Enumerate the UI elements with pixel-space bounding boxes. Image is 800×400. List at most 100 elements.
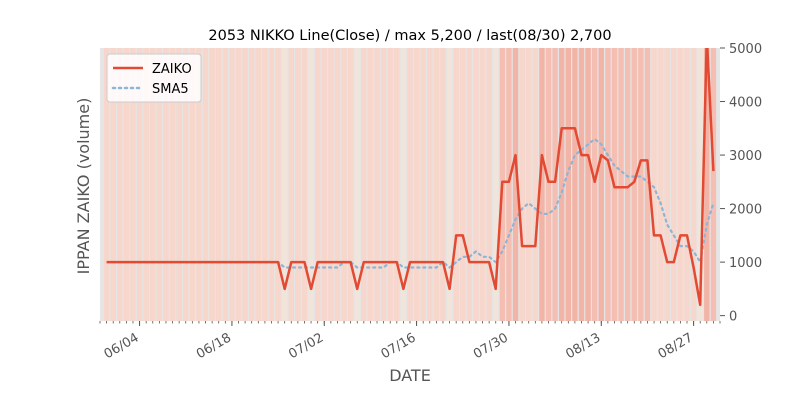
background-band: [407, 48, 413, 321]
y-tick-label: 5000: [729, 42, 762, 57]
background-band: [262, 48, 268, 321]
background-band: [506, 48, 512, 321]
background-band: [380, 48, 387, 321]
x-tick-label: 06/18: [194, 330, 234, 362]
background-band: [605, 48, 611, 321]
y-axis: 0 1000 2000 3000 4000 5000: [720, 42, 762, 325]
background-band: [163, 48, 169, 321]
background-band: [361, 48, 367, 321]
background-band: [440, 48, 446, 321]
x-axis: 06/04 06/18 07/02 07/16 07/30 08/13 08/27: [99, 321, 721, 362]
background-band: [598, 48, 604, 321]
background-band: [110, 48, 116, 321]
background-band: [539, 48, 545, 321]
background-band: [136, 48, 143, 321]
background-band: [216, 48, 222, 321]
background-band: [684, 48, 690, 321]
background-band: [367, 48, 374, 321]
background-band: [624, 48, 631, 321]
background-band: [710, 48, 717, 321]
y-tick-label: 4000: [729, 96, 762, 111]
background-band: [308, 48, 314, 321]
background-band: [578, 48, 585, 321]
background-band: [638, 48, 644, 321]
background-band: [644, 48, 651, 321]
background-band: [704, 48, 710, 321]
background-band: [585, 48, 591, 321]
chart-title: 2053 NIKKO Line(Close) / max 5,200 / las…: [208, 28, 611, 44]
background-band: [242, 48, 248, 321]
background-band: [341, 48, 347, 321]
background-band: [328, 48, 334, 321]
background-band: [169, 48, 176, 321]
background-band: [671, 48, 677, 321]
background-band: [354, 48, 360, 321]
series-zaiko-line: [106, 48, 715, 307]
x-tick-label: 06/04: [102, 330, 142, 362]
background-band: [209, 48, 215, 321]
background-band: [552, 48, 558, 321]
background-band: [446, 48, 453, 321]
background-band: [394, 48, 400, 321]
background-band: [103, 48, 110, 321]
background-band: [664, 48, 670, 321]
background-band: [314, 48, 321, 321]
background-band: [413, 48, 420, 321]
background-band: [519, 48, 525, 321]
background-band: [532, 48, 539, 321]
background-band: [281, 48, 288, 321]
background-band: [697, 48, 703, 321]
background-band: [347, 48, 354, 321]
background-band: [400, 48, 407, 321]
background-band: [545, 48, 552, 321]
x-tick-label: 08/27: [656, 330, 696, 362]
legend: ZAIKO SMA5: [106, 53, 202, 103]
background-band: [229, 48, 235, 321]
background-band: [295, 48, 301, 321]
legend-box: [106, 53, 202, 103]
background-band: [631, 48, 637, 321]
background-band: [677, 48, 684, 321]
background-band: [387, 48, 393, 321]
background-band: [202, 48, 209, 321]
background-band: [559, 48, 565, 321]
background-band: [123, 48, 130, 321]
background-band: [473, 48, 479, 321]
y-tick-label: 3000: [729, 149, 762, 164]
background-band: [268, 48, 275, 321]
background-band: [493, 48, 499, 321]
y-axis-label: IPPAN ZAIKO (volume): [74, 98, 93, 275]
background-band: [427, 48, 433, 321]
legend-sma5-label: SMA5: [152, 82, 189, 97]
background-band: [222, 48, 229, 321]
background-band: [460, 48, 466, 321]
background-band: [565, 48, 571, 321]
background-band: [255, 48, 261, 321]
background-band: [301, 48, 308, 321]
background-band: [572, 48, 578, 321]
background-band: [183, 48, 189, 321]
x-tick-label: 08/13: [563, 330, 603, 362]
series-lines: [106, 48, 715, 307]
background-band: [453, 48, 459, 321]
background-band: [374, 48, 380, 321]
background-band: [235, 48, 242, 321]
background-band: [156, 48, 163, 321]
x-tick-label: 07/02: [286, 330, 326, 362]
background-band: [433, 48, 440, 321]
y-tick-label: 2000: [729, 203, 762, 218]
background-band: [130, 48, 136, 321]
x-tick-label: 07/30: [471, 330, 511, 362]
background-band: [618, 48, 624, 321]
background-band: [690, 48, 697, 321]
background-band: [466, 48, 473, 321]
background-band: [420, 48, 426, 321]
background-band: [288, 48, 294, 321]
background-band: [334, 48, 341, 321]
background-band: [526, 48, 532, 321]
background-band: [321, 48, 327, 321]
background-band: [486, 48, 492, 321]
background-band: [275, 48, 281, 321]
background-band: [479, 48, 486, 321]
